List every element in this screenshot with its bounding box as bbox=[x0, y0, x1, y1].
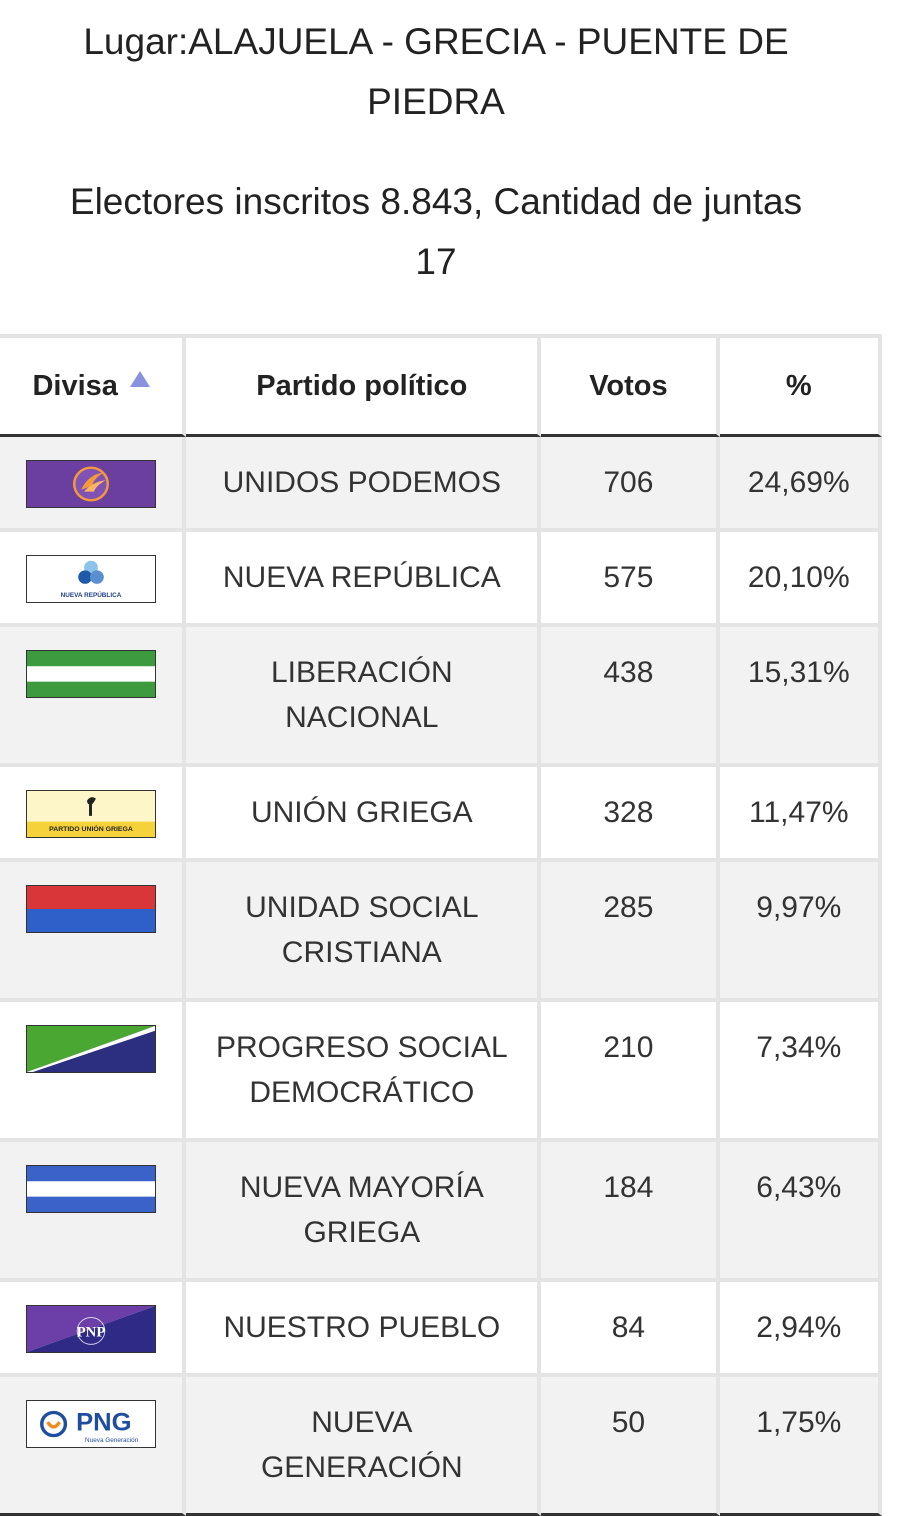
party-name-line-2: NACIONAL bbox=[285, 701, 439, 734]
votes-cell: 285 bbox=[541, 862, 720, 1002]
percent-cell: 6,43% bbox=[719, 1142, 882, 1282]
divisa-cell bbox=[0, 1002, 187, 1142]
table-row: PNG Nueva Generación NUEVA GENERACIÓN 50… bbox=[0, 1377, 882, 1516]
party-name-line-1: UNIDOS PODEMOS bbox=[222, 466, 501, 499]
percent-cell: 9,97% bbox=[719, 862, 882, 1002]
party-name-line-1: NUEVA bbox=[311, 1406, 413, 1439]
unidad-social-cristiana-flag bbox=[26, 885, 156, 933]
party-name-line-2: GENERACIÓN bbox=[260, 1451, 463, 1484]
table-row: NUEVA REPÚBLICA NUEVA REPÚBLICA 575 20,1… bbox=[0, 532, 882, 627]
divisa-cell bbox=[0, 627, 187, 767]
party-name-cell: LIBERACIÓN NACIONAL bbox=[186, 627, 542, 767]
votes-cell: 84 bbox=[541, 1282, 720, 1377]
party-name-line-1: NUEVA REPÚBLICA bbox=[222, 561, 501, 594]
party-name-cell: NUEVA MAYORÍA GRIEGA bbox=[186, 1142, 542, 1282]
place-title: Lugar:ALAJUELA - GRECIA - PUENTE DE PIED… bbox=[0, 12, 872, 132]
party-name-cell: NUEVA GENERACIÓN bbox=[186, 1377, 542, 1516]
electors-line-1: Electores inscritos 8.843, Cantidad de j… bbox=[69, 181, 803, 222]
table-row: UNIDOS PODEMOS 706 24,69% bbox=[0, 437, 882, 532]
table-row: LIBERACIÓN NACIONAL 438 15,31% bbox=[0, 627, 882, 767]
column-header-votos-label: Votos bbox=[589, 369, 668, 402]
votes-cell: 706 bbox=[541, 437, 720, 532]
votes-cell: 328 bbox=[541, 767, 720, 862]
party-name-line-1: UNIDAD SOCIAL bbox=[245, 891, 479, 924]
union-griega-flag: PARTIDO UNIÓN GRIEGA bbox=[26, 790, 156, 838]
votes-cell: 438 bbox=[541, 627, 720, 767]
table-row: UNIDAD SOCIAL CRISTIANA 285 9,97% bbox=[0, 862, 882, 1002]
nueva-mayoria-griega-flag bbox=[26, 1165, 156, 1213]
divisa-cell bbox=[0, 1142, 187, 1282]
nuestro-pueblo-flag: PNP bbox=[26, 1305, 156, 1353]
nueva-generacion-logo-subtext: Nueva Generación bbox=[85, 1437, 139, 1444]
liberacion-nacional-flag bbox=[26, 650, 156, 698]
party-name-cell: NUEVA REPÚBLICA bbox=[186, 532, 542, 627]
votes-cell: 210 bbox=[541, 1002, 720, 1142]
nueva-generacion-logo-text: PNG bbox=[76, 1409, 131, 1437]
results-table: Divisa Partido político Votos % UNIDOS P… bbox=[0, 334, 882, 1516]
electors-summary: Electores inscritos 8.843, Cantidad de j… bbox=[0, 172, 872, 292]
party-name-cell: UNIDAD SOCIAL CRISTIANA bbox=[186, 862, 542, 1002]
party-name-cell: UNIDOS PODEMOS bbox=[186, 437, 542, 532]
votes-cell: 575 bbox=[541, 532, 720, 627]
place-line-2: PIEDRA bbox=[367, 81, 505, 122]
column-header-partido[interactable]: Partido político bbox=[186, 334, 542, 437]
unidos-podemos-flag bbox=[26, 460, 156, 508]
table-row: PARTIDO UNIÓN GRIEGA UNIÓN GRIEGA 328 11… bbox=[0, 767, 882, 862]
divisa-cell: PNG Nueva Generación bbox=[0, 1377, 187, 1516]
nueva-republica-logo-text: NUEVA REPÚBLICA bbox=[61, 590, 122, 599]
party-name-line-1: PROGRESO SOCIAL bbox=[215, 1031, 508, 1064]
place-line-1: Lugar:ALAJUELA - GRECIA - PUENTE DE bbox=[83, 21, 789, 62]
votes-cell: 184 bbox=[541, 1142, 720, 1282]
column-header-pct-label: % bbox=[785, 369, 812, 402]
column-header-divisa[interactable]: Divisa bbox=[0, 334, 187, 437]
percent-cell: 15,31% bbox=[719, 627, 882, 767]
nueva-generacion-flag: PNG Nueva Generación bbox=[26, 1400, 156, 1448]
column-header-divisa-label: Divisa bbox=[32, 369, 118, 402]
party-name-line-2: GRIEGA bbox=[303, 1216, 421, 1249]
party-name-line-2: DEMOCRÁTICO bbox=[249, 1076, 475, 1109]
table-row: PROGRESO SOCIAL DEMOCRÁTICO 210 7,34% bbox=[0, 1002, 882, 1142]
table-header-row: Divisa Partido político Votos % bbox=[0, 334, 882, 437]
percent-cell: 1,75% bbox=[719, 1377, 882, 1516]
party-name-cell: NUESTRO PUEBLO bbox=[186, 1282, 542, 1377]
divisa-cell: PNP bbox=[0, 1282, 187, 1377]
nueva-republica-flag: NUEVA REPÚBLICA bbox=[26, 555, 156, 603]
party-name-line-2: CRISTIANA bbox=[281, 936, 442, 969]
party-name-line-1: LIBERACIÓN bbox=[270, 656, 453, 689]
divisa-cell bbox=[0, 862, 187, 1002]
percent-cell: 11,47% bbox=[719, 767, 882, 862]
union-griega-logo-text: PARTIDO UNIÓN GRIEGA bbox=[49, 824, 133, 833]
table-row: NUEVA MAYORÍA GRIEGA 184 6,43% bbox=[0, 1142, 882, 1282]
electors-line-2: 17 bbox=[415, 241, 457, 282]
table-row: PNP NUESTRO PUEBLO 84 2,94% bbox=[0, 1282, 882, 1377]
percent-cell: 20,10% bbox=[719, 532, 882, 627]
divisa-cell bbox=[0, 437, 187, 532]
divisa-cell: NUEVA REPÚBLICA bbox=[0, 532, 187, 627]
column-header-votos[interactable]: Votos bbox=[541, 334, 720, 437]
percent-cell: 7,34% bbox=[719, 1002, 882, 1142]
party-name-line-1: NUEVA MAYORÍA bbox=[239, 1171, 484, 1204]
nuestro-pueblo-logo-text: PNP bbox=[77, 1325, 106, 1341]
percent-cell: 24,69% bbox=[719, 437, 882, 532]
percent-cell: 2,94% bbox=[719, 1282, 882, 1377]
sort-ascending-icon[interactable] bbox=[129, 370, 150, 387]
party-name-cell: UNIÓN GRIEGA bbox=[186, 767, 542, 862]
divisa-cell: PARTIDO UNIÓN GRIEGA bbox=[0, 767, 187, 862]
column-header-pct[interactable]: % bbox=[719, 334, 882, 437]
votes-cell: 50 bbox=[541, 1377, 720, 1516]
progreso-social-democratico-flag bbox=[26, 1025, 156, 1073]
party-name-cell: PROGRESO SOCIAL DEMOCRÁTICO bbox=[186, 1002, 542, 1142]
party-name-line-1: UNIÓN GRIEGA bbox=[250, 796, 473, 829]
column-header-partido-label: Partido político bbox=[256, 369, 468, 402]
party-name-line-1: NUESTRO PUEBLO bbox=[223, 1311, 501, 1344]
